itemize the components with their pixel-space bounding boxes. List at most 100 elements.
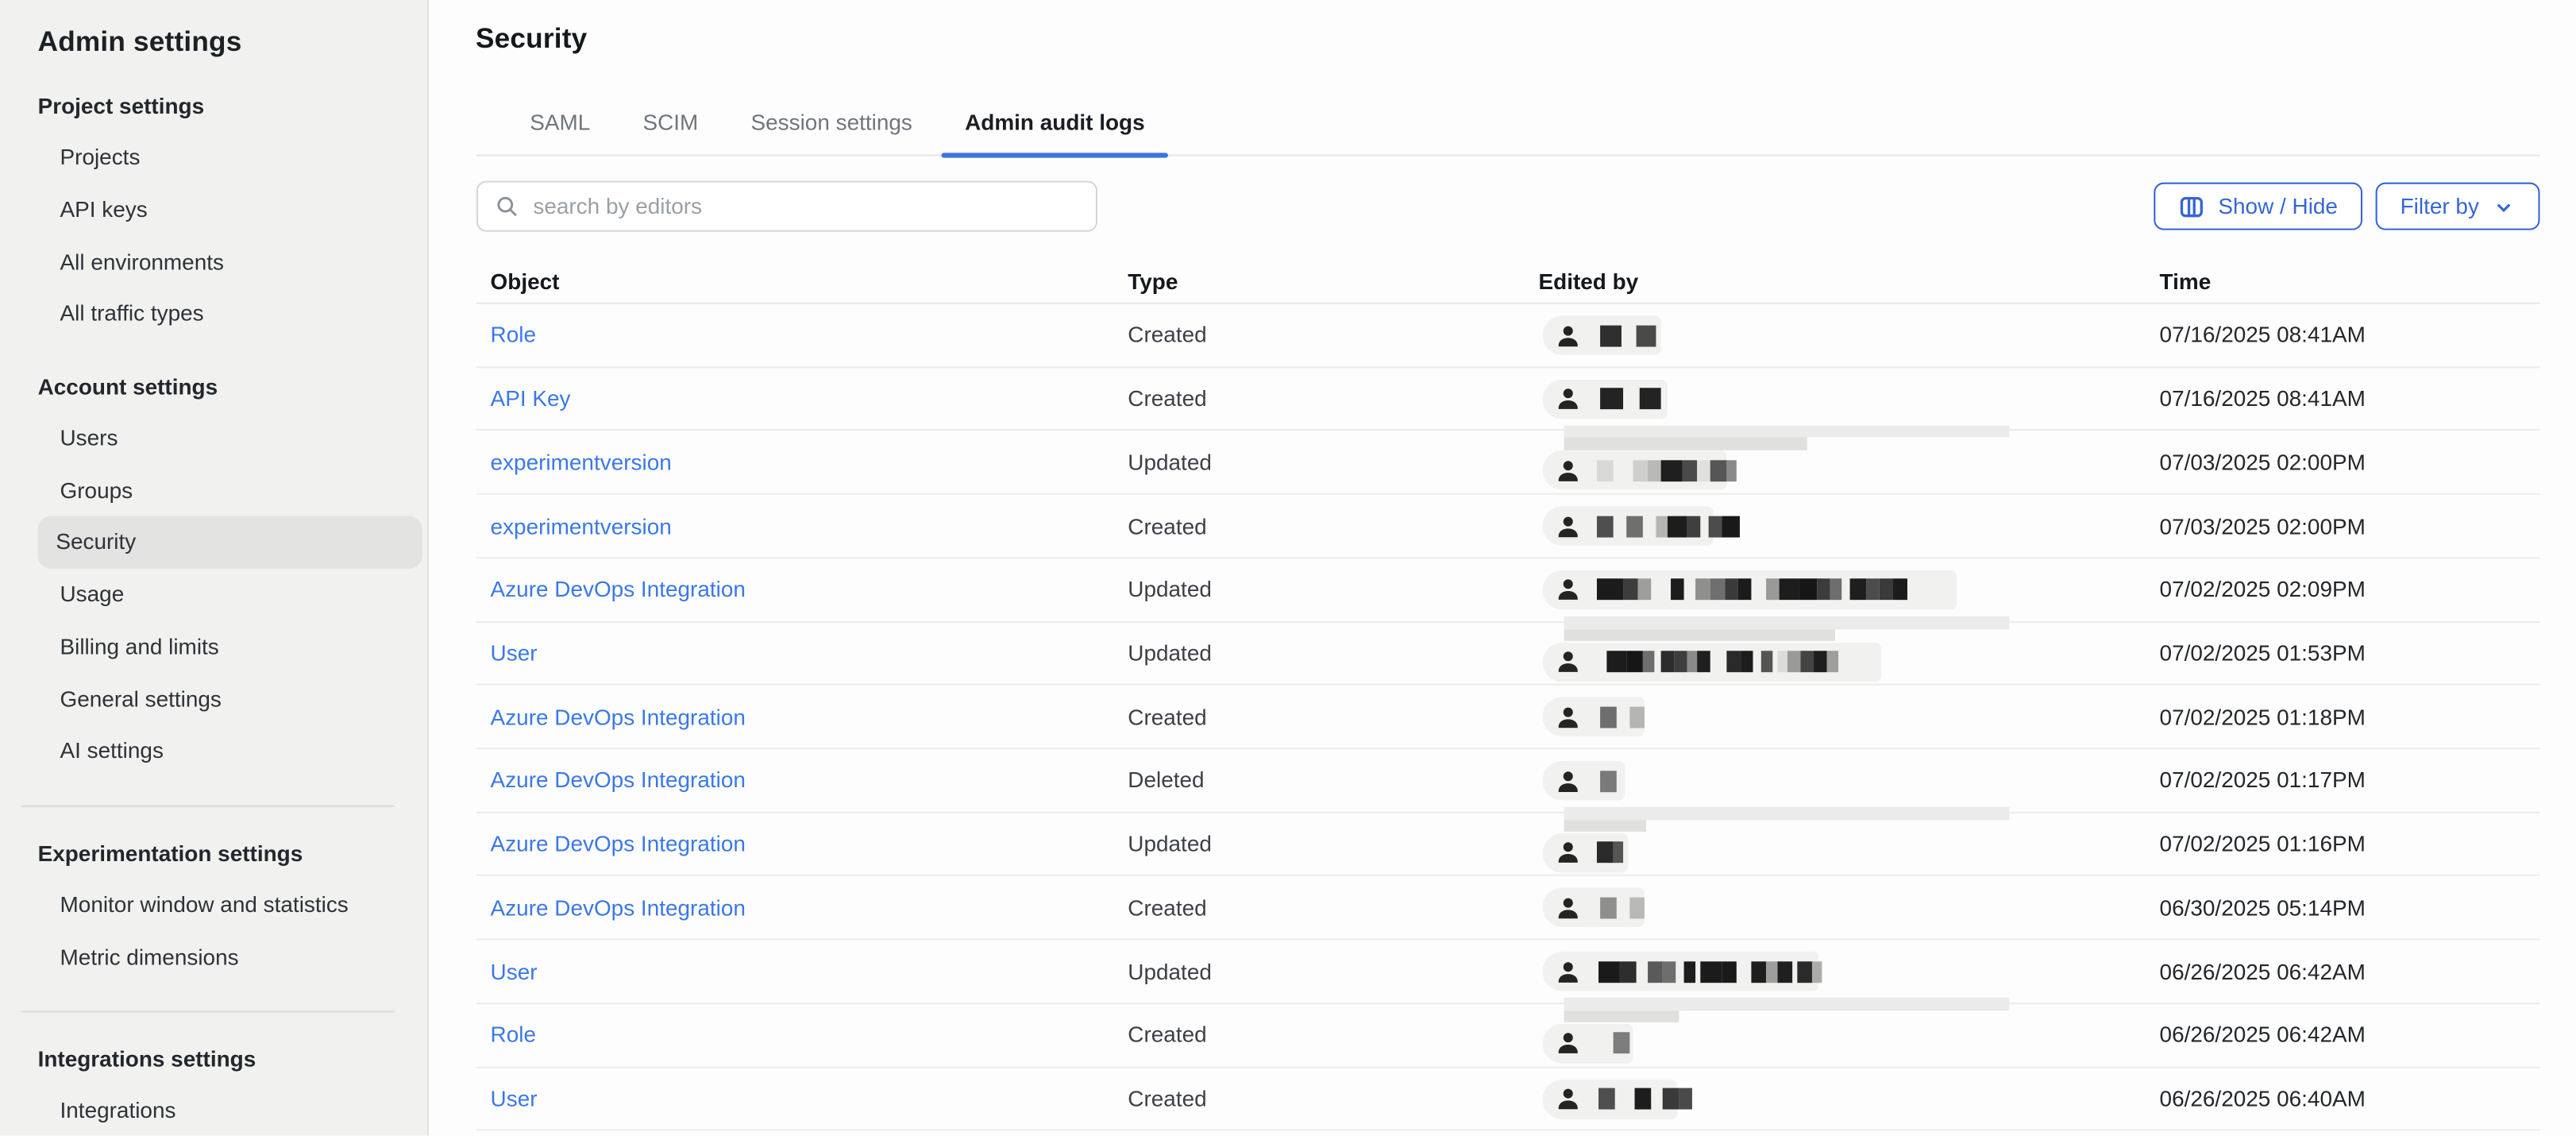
- redaction-block: [1686, 515, 1700, 537]
- redaction-block: [1591, 961, 1598, 983]
- object-link[interactable]: Azure DevOps Integration: [490, 895, 746, 921]
- redaction-block: [1591, 1088, 1598, 1110]
- redacted-editor-name: [1591, 570, 1907, 610]
- search-box[interactable]: [475, 180, 1097, 232]
- object-link[interactable]: Azure DevOps Integration: [490, 767, 746, 794]
- table-row: Role Created 07/16/2025 08:41AM: [475, 304, 2540, 368]
- redaction-block: [1622, 579, 1637, 601]
- object-link[interactable]: Role: [490, 323, 537, 348]
- edited-by-cell: [1539, 368, 2160, 430]
- redaction-block: [1595, 515, 1613, 537]
- object-link[interactable]: API Key: [490, 386, 571, 412]
- search-icon: [496, 196, 516, 217]
- tab-session-settings[interactable]: Session settings: [750, 110, 912, 135]
- object-link[interactable]: experimentversion: [490, 513, 672, 539]
- redaction-block: [1591, 651, 1606, 672]
- redaction-block: [1591, 388, 1599, 410]
- sidebar: Admin settings Project settings Projects A…: [0, 0, 428, 1136]
- redaction-block: [1726, 651, 1741, 673]
- object-link[interactable]: Role: [490, 1022, 537, 1048]
- columns-icon: [2181, 195, 2204, 217]
- time-value: 07/03/2025 02:00PM: [2159, 450, 2366, 475]
- sidebar-item-users[interactable]: Users: [60, 426, 118, 451]
- redaction-block: [1613, 460, 1633, 481]
- tab-scim[interactable]: SCIM: [642, 110, 699, 135]
- object-link[interactable]: Azure DevOps Integration: [490, 832, 746, 857]
- type-value: Created: [1128, 1086, 1207, 1111]
- sidebar-item-api-keys[interactable]: API keys: [60, 197, 148, 222]
- time-value: 07/02/2025 01:53PM: [2159, 640, 2366, 666]
- redaction-block: [1683, 579, 1695, 601]
- time-value: 07/02/2025 01:18PM: [2159, 704, 2366, 729]
- edited-by-cell: [1539, 425, 2160, 493]
- object-link[interactable]: Azure DevOps Integration: [490, 577, 746, 602]
- table-body: Role Created 07/16/2025 08:41AM API Key Crea…: [475, 304, 2540, 1132]
- redaction-block: [1670, 579, 1683, 601]
- show-hide-button[interactable]: Show / Hide: [2154, 182, 2363, 230]
- type-value: Updated: [1128, 959, 1212, 984]
- object-link[interactable]: experimentversion: [490, 450, 672, 475]
- redaction-block: [1621, 325, 1636, 346]
- redaction-block: [1591, 898, 1599, 919]
- object-link[interactable]: User: [490, 640, 538, 666]
- redaction-block: [1813, 651, 1826, 673]
- redaction-block: [1849, 579, 1866, 601]
- redaction-block: [1736, 961, 1751, 983]
- sidebar-item-usage[interactable]: Usage: [60, 582, 125, 607]
- redaction-block: [1765, 960, 1777, 983]
- type-value: Created: [1128, 704, 1207, 729]
- sidebar-item-billing-and-limits[interactable]: Billing and limits: [60, 634, 219, 659]
- person-icon: [1557, 516, 1577, 537]
- redaction-block: [1816, 579, 1830, 601]
- sidebar-item-integrations[interactable]: Integrations: [60, 1098, 176, 1123]
- sidebar-item-ai-settings[interactable]: AI settings: [60, 738, 164, 763]
- sidebar-item-groups[interactable]: Groups: [60, 477, 133, 503]
- type-value: Updated: [1128, 450, 1212, 475]
- redacted-editor-name: [1591, 451, 1736, 491]
- redaction-block: [1799, 651, 1814, 673]
- table-row: Azure DevOps Integration Created 06/30/202…: [475, 877, 2540, 941]
- person-icon: [1557, 842, 1577, 864]
- redaction-block: [1724, 579, 1737, 601]
- person-icon: [1557, 961, 1577, 983]
- filter-by-button[interactable]: Filter by: [2375, 182, 2540, 230]
- redaction-block: [1597, 1088, 1614, 1110]
- column-header-edited-by: Edited by: [1538, 269, 1639, 294]
- redacted-editor-name: [1591, 1079, 1691, 1119]
- redaction-block: [1641, 651, 1654, 673]
- redaction-block: [1699, 960, 1722, 983]
- edited-by-cell: [1539, 1068, 2160, 1130]
- main-content: Security SAML SCIM Session settings Admin a…: [428, 0, 2576, 1136]
- redaction-block: [1661, 1088, 1679, 1110]
- redaction-block: [1635, 324, 1656, 346]
- sidebar-item-security[interactable]: Security: [37, 516, 422, 569]
- sidebar-item-all-traffic-types[interactable]: All traffic types: [60, 301, 204, 327]
- object-link[interactable]: Azure DevOps Integration: [490, 704, 746, 729]
- redaction-block: [1647, 460, 1660, 482]
- redacted-editor-name: [1591, 1024, 1629, 1064]
- redaction-band: [1563, 1010, 1679, 1023]
- sidebar-item-metric-dimensions[interactable]: Metric dimensions: [60, 944, 239, 969]
- redaction-block: [1616, 706, 1629, 728]
- type-value: Updated: [1128, 577, 1212, 602]
- time-value: 06/30/2025 05:14PM: [2159, 895, 2366, 921]
- table-row: Role Created 06/26/2025 06:42AM: [475, 998, 2540, 1068]
- tab-saml[interactable]: SAML: [530, 110, 591, 135]
- redaction-block: [1707, 515, 1722, 537]
- redaction-block: [1653, 651, 1660, 672]
- sidebar-item-projects[interactable]: Projects: [60, 145, 141, 170]
- type-value: Created: [1128, 386, 1207, 412]
- table-row: Azure DevOps Integration Updated 07/02/202…: [475, 807, 2540, 877]
- redaction-block: [1673, 651, 1687, 673]
- person-icon: [1557, 651, 1577, 673]
- search-input[interactable]: [530, 192, 1079, 221]
- tab-admin-audit-logs[interactable]: Admin audit logs: [939, 91, 1171, 157]
- sidebar-item-all-environments[interactable]: All environments: [60, 249, 224, 274]
- sidebar-divider: [21, 1010, 394, 1013]
- object-link[interactable]: User: [490, 1086, 538, 1111]
- redaction-block: [1776, 651, 1787, 673]
- editor-avatar-pill: [1541, 1023, 1633, 1064]
- sidebar-item-monitor-window-and-statistics[interactable]: Monitor window and statistics: [60, 892, 349, 918]
- sidebar-item-general-settings[interactable]: General settings: [60, 686, 222, 711]
- object-link[interactable]: User: [490, 959, 538, 984]
